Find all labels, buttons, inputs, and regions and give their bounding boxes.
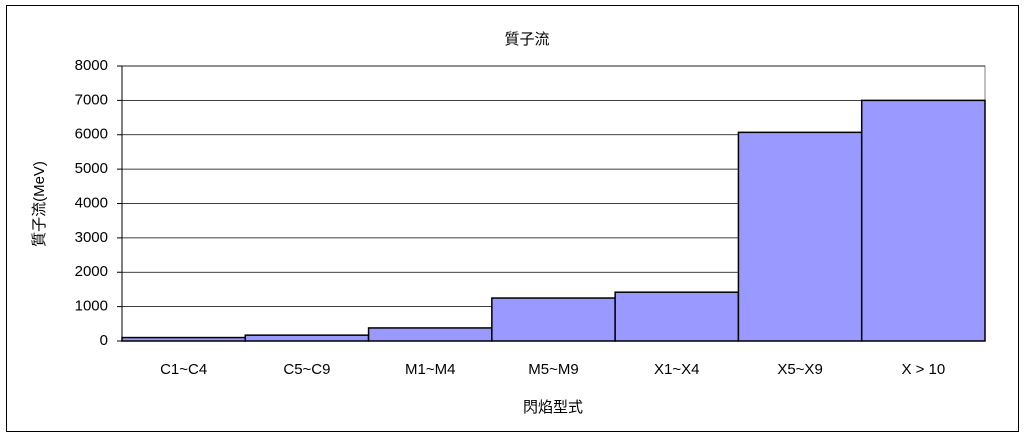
bar [244, 334, 370, 342]
bar [614, 291, 740, 342]
x-tick-label: C1~C4 [160, 361, 207, 378]
y-tick-label: 4000 [75, 194, 108, 211]
chart-title: 質子流 [504, 30, 549, 48]
y-axis-label: 質子流(MeV) [30, 161, 48, 247]
bar [121, 336, 247, 342]
x-tick-label: M1~M4 [405, 361, 455, 378]
bar [491, 297, 616, 342]
y-tick-label: 2000 [75, 263, 108, 280]
y-tick-label: 6000 [75, 126, 108, 143]
y-tick-label: 1000 [75, 298, 108, 315]
x-tick-label: X1~X4 [654, 361, 699, 378]
y-tick-label: 5000 [75, 160, 108, 177]
x-tick-label: X5~X9 [777, 361, 822, 378]
y-tick-label: 0 [100, 332, 108, 349]
x-tick-label: M5~M9 [528, 361, 578, 378]
y-tick-label: 8000 [75, 57, 108, 74]
y-tick-label: 7000 [75, 91, 108, 108]
x-tick-label: C5~C9 [283, 361, 330, 378]
x-axis-label: 閃焰型式 [523, 399, 583, 416]
x-tick-label: X > 10 [901, 361, 945, 378]
bar [860, 99, 986, 342]
bar [737, 131, 863, 342]
bar [367, 327, 493, 342]
y-tick-label: 3000 [75, 229, 108, 246]
